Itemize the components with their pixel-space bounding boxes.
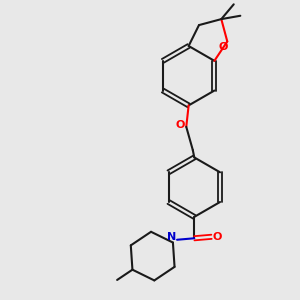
Text: O: O [175,120,184,130]
Text: O: O [219,41,228,52]
Text: N: N [167,232,177,242]
Text: O: O [213,232,222,242]
